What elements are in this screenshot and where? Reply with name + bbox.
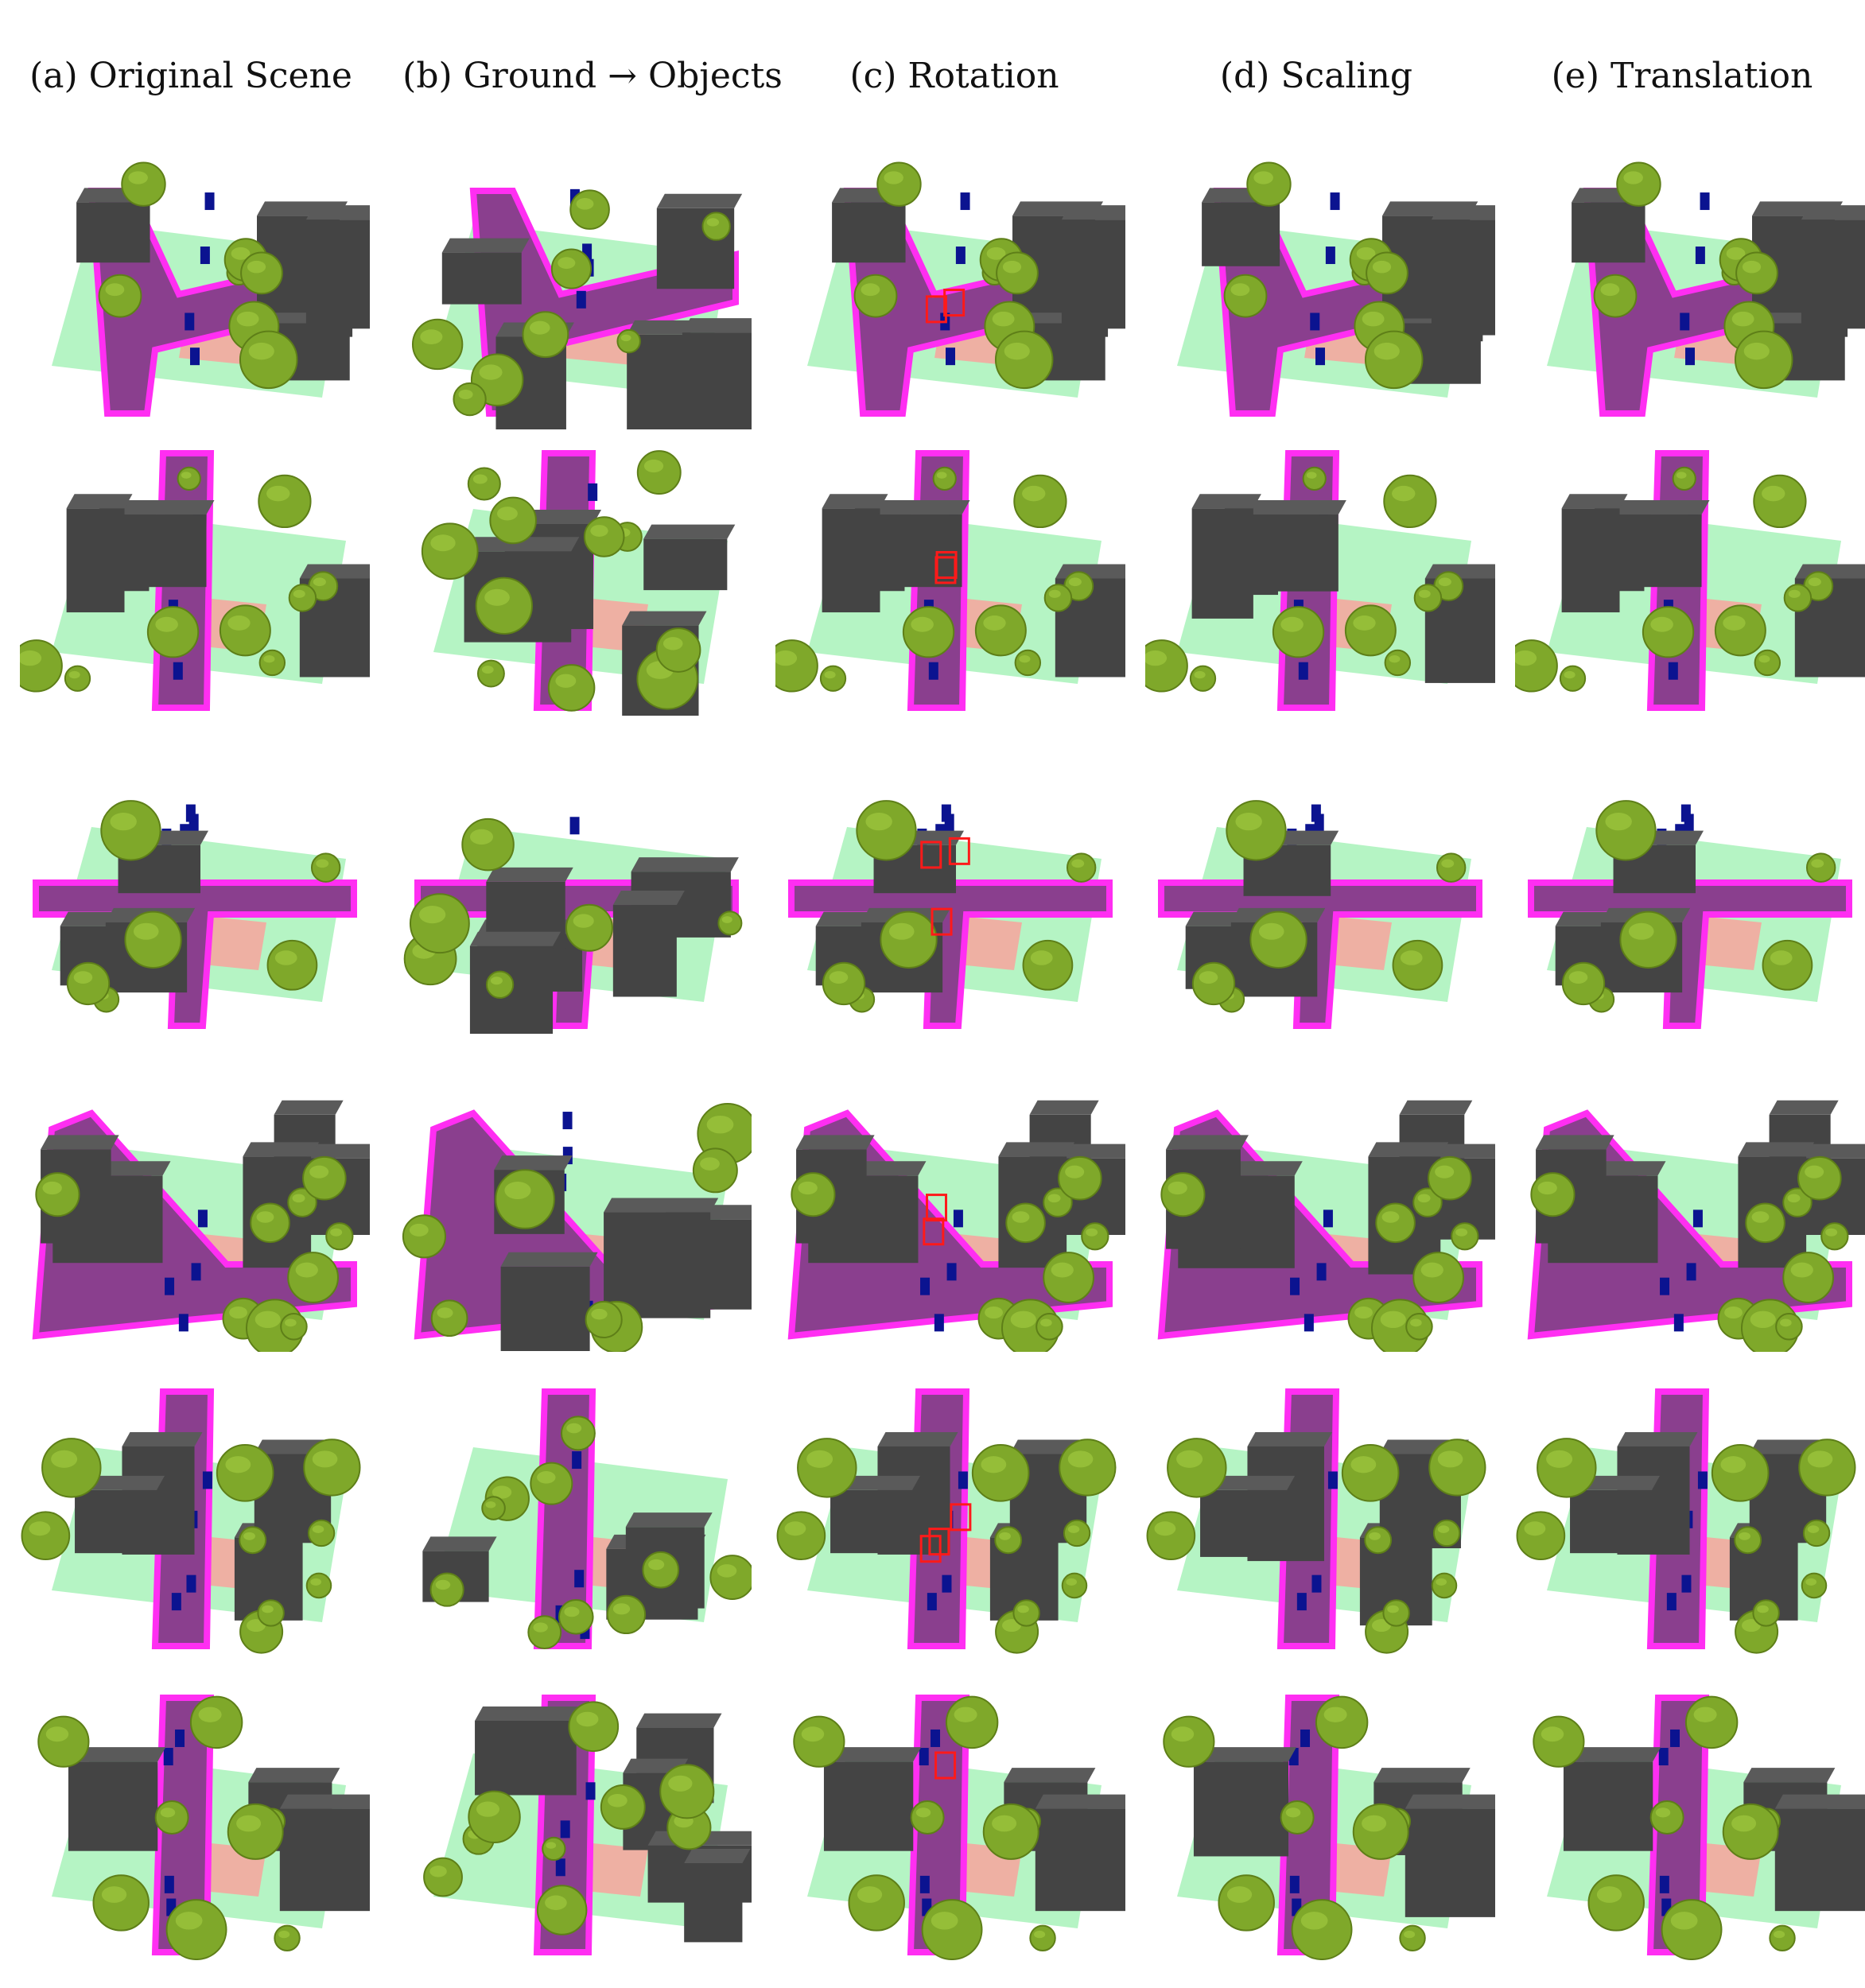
scene-render-r1-c1 (20, 159, 370, 429)
red-bounding-box (920, 841, 942, 869)
column-header-d: (d) Scaling (1219, 56, 1413, 96)
scene-render-icon (52, 161, 370, 417)
scene-render-r3-c5 (1515, 763, 1865, 1034)
red-bounding-box (923, 1217, 945, 1246)
scene-render-icon (1547, 161, 1865, 417)
scene-render-icon (1145, 450, 1495, 711)
scene-render-icon (1527, 1100, 1865, 1352)
scene-render-icon (21, 1388, 361, 1654)
scene-render-icon (402, 1102, 752, 1352)
scene-render-icon (807, 161, 1125, 417)
scene-render-icon (788, 800, 1113, 1029)
scene-render-icon (1146, 1388, 1486, 1654)
scene-render-icon (793, 1695, 1125, 1960)
scene-render-r6-c2 (402, 1690, 752, 1960)
red-bounding-box (926, 1194, 948, 1222)
scene-render-icon (1157, 1100, 1495, 1352)
scene-render-r2-c4 (1145, 445, 1495, 716)
column-header-e: (e) Translation (1551, 56, 1813, 96)
scene-render-r5-c2 (402, 1384, 752, 1654)
scene-render-icon (1158, 800, 1482, 1029)
scene-render-r4-c1 (20, 1081, 370, 1352)
scene-render-icon (20, 450, 370, 711)
column-header-a: (a) Original Scene (29, 56, 352, 96)
scene-render-r6-c4 (1145, 1690, 1495, 1960)
red-bounding-box (950, 1503, 972, 1532)
red-bounding-box (925, 295, 947, 324)
scene-render-icon (403, 817, 743, 1034)
scene-render-icon (1516, 1388, 1856, 1654)
scene-render-r3-c4 (1145, 763, 1495, 1034)
scene-render-r4-c5 (1515, 1081, 1865, 1352)
scene-render-r2-c2 (402, 445, 752, 716)
scene-render-icon (1163, 1695, 1495, 1960)
scene-render-icon (33, 800, 357, 1029)
scene-render-icon (423, 1695, 752, 1955)
scene-render-r2-c5 (1515, 445, 1865, 716)
column-header-b: (b) Ground → Objects (402, 56, 783, 96)
scene-render-r5-c1 (20, 1384, 370, 1654)
scene-render-r2-c3 (775, 445, 1125, 716)
scene-render-r4-c3 (775, 1081, 1125, 1352)
scene-render-icon (1515, 450, 1865, 711)
red-bounding-box (943, 289, 966, 317)
scene-render-r2-c1 (20, 445, 370, 716)
scene-render-icon (421, 450, 736, 716)
scene-render-r1-c2 (402, 159, 752, 429)
scene-render-r1-c5 (1515, 159, 1865, 429)
column-header-c: (c) Rotation (849, 56, 1059, 96)
scene-render-icon (787, 1100, 1125, 1352)
scene-render-r3-c3 (775, 763, 1125, 1034)
scene-render-r3-c2 (402, 763, 752, 1034)
scene-render-icon (1528, 800, 1852, 1029)
scene-render-icon (1533, 1695, 1865, 1960)
scene-render-icon (411, 188, 752, 429)
scene-render-icon (1177, 161, 1495, 417)
red-bounding-box (928, 1528, 950, 1556)
scene-render-r5-c4 (1145, 1384, 1495, 1654)
scene-render-r5-c3 (775, 1384, 1125, 1654)
scene-render-r3-c1 (20, 763, 370, 1034)
red-bounding-box (934, 1751, 957, 1780)
scene-render-r6-c3 (775, 1690, 1125, 1960)
scene-render-r5-c5 (1515, 1384, 1865, 1654)
red-bounding-box (948, 837, 970, 865)
red-bounding-box (935, 550, 958, 579)
red-bounding-box (931, 907, 953, 936)
scene-render-icon (776, 1388, 1117, 1654)
scene-render-icon (37, 1695, 370, 1960)
scene-render-icon (775, 450, 1125, 711)
scene-render-r6-c5 (1515, 1690, 1865, 1960)
scene-render-r4-c2 (402, 1081, 752, 1352)
scene-render-icon (32, 1100, 370, 1352)
scene-render-r1-c3 (775, 159, 1125, 429)
scene-render-r6-c1 (20, 1690, 370, 1960)
scene-render-r1-c4 (1145, 159, 1495, 429)
scene-render-r4-c4 (1145, 1081, 1495, 1352)
scene-render-icon (422, 1388, 752, 1650)
